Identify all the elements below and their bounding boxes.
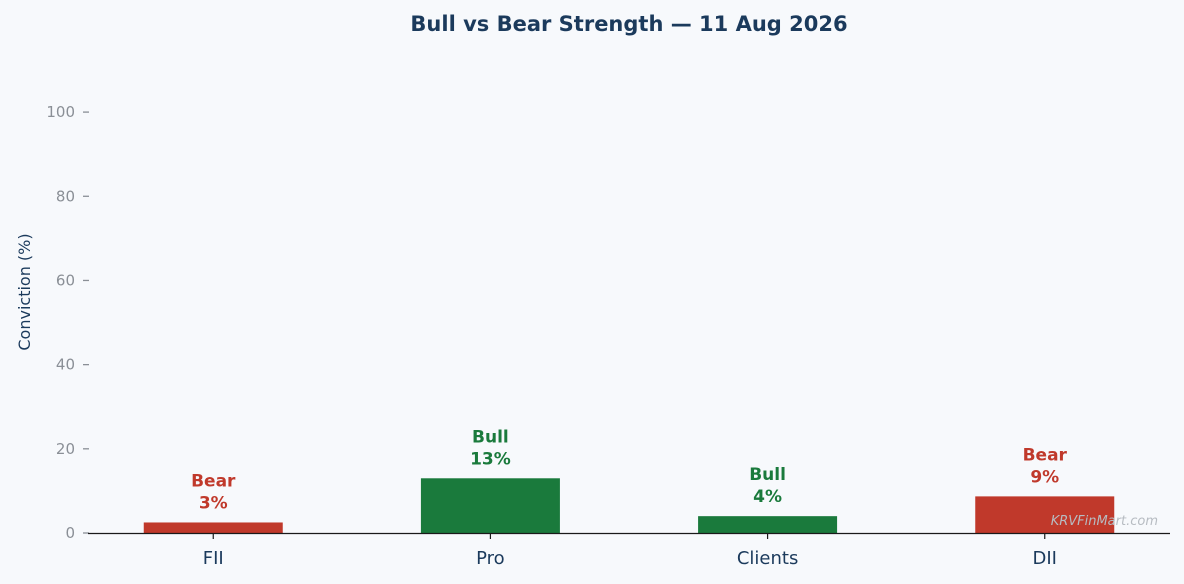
x-tick-label: FII: [203, 548, 224, 569]
bars: [143, 478, 1115, 533]
bar-pro: [420, 478, 560, 533]
bar-fii: [143, 522, 283, 533]
bar-value-label: 4%: [753, 487, 782, 507]
y-tick-label: 60: [56, 271, 75, 289]
chart-title: Bull vs Bear Strength — 11 Aug 2026: [410, 12, 847, 36]
bar-value-label: 9%: [1030, 467, 1059, 487]
bar-clients: [698, 516, 838, 533]
bar-value-label: 13%: [470, 449, 511, 469]
x-tick-label: DII: [1033, 548, 1057, 569]
x-tick-label: Pro: [476, 548, 505, 569]
x-tick-label: Clients: [737, 548, 799, 569]
y-tick-label: 80: [56, 187, 75, 205]
bar-dii: [975, 496, 1115, 533]
y-tick-label: 100: [46, 103, 75, 121]
y-axis-label: Conviction (%): [15, 233, 34, 350]
bar-value-label: 3%: [199, 493, 228, 513]
bar-stance-label: Bear: [191, 471, 236, 491]
watermark: KRVFinMart.com: [1051, 514, 1158, 529]
bar-stance-label: Bull: [749, 465, 786, 485]
y-axis: 0 20 40 60 80 100: [46, 103, 89, 542]
y-tick-label: 40: [56, 356, 75, 374]
x-axis: FII Pro Clients DII: [203, 533, 1057, 569]
bar-stance-label: Bear: [1023, 445, 1068, 465]
y-tick-label: 0: [65, 524, 75, 542]
bar-stance-label: Bull: [472, 427, 509, 447]
y-tick-label: 20: [56, 440, 75, 458]
